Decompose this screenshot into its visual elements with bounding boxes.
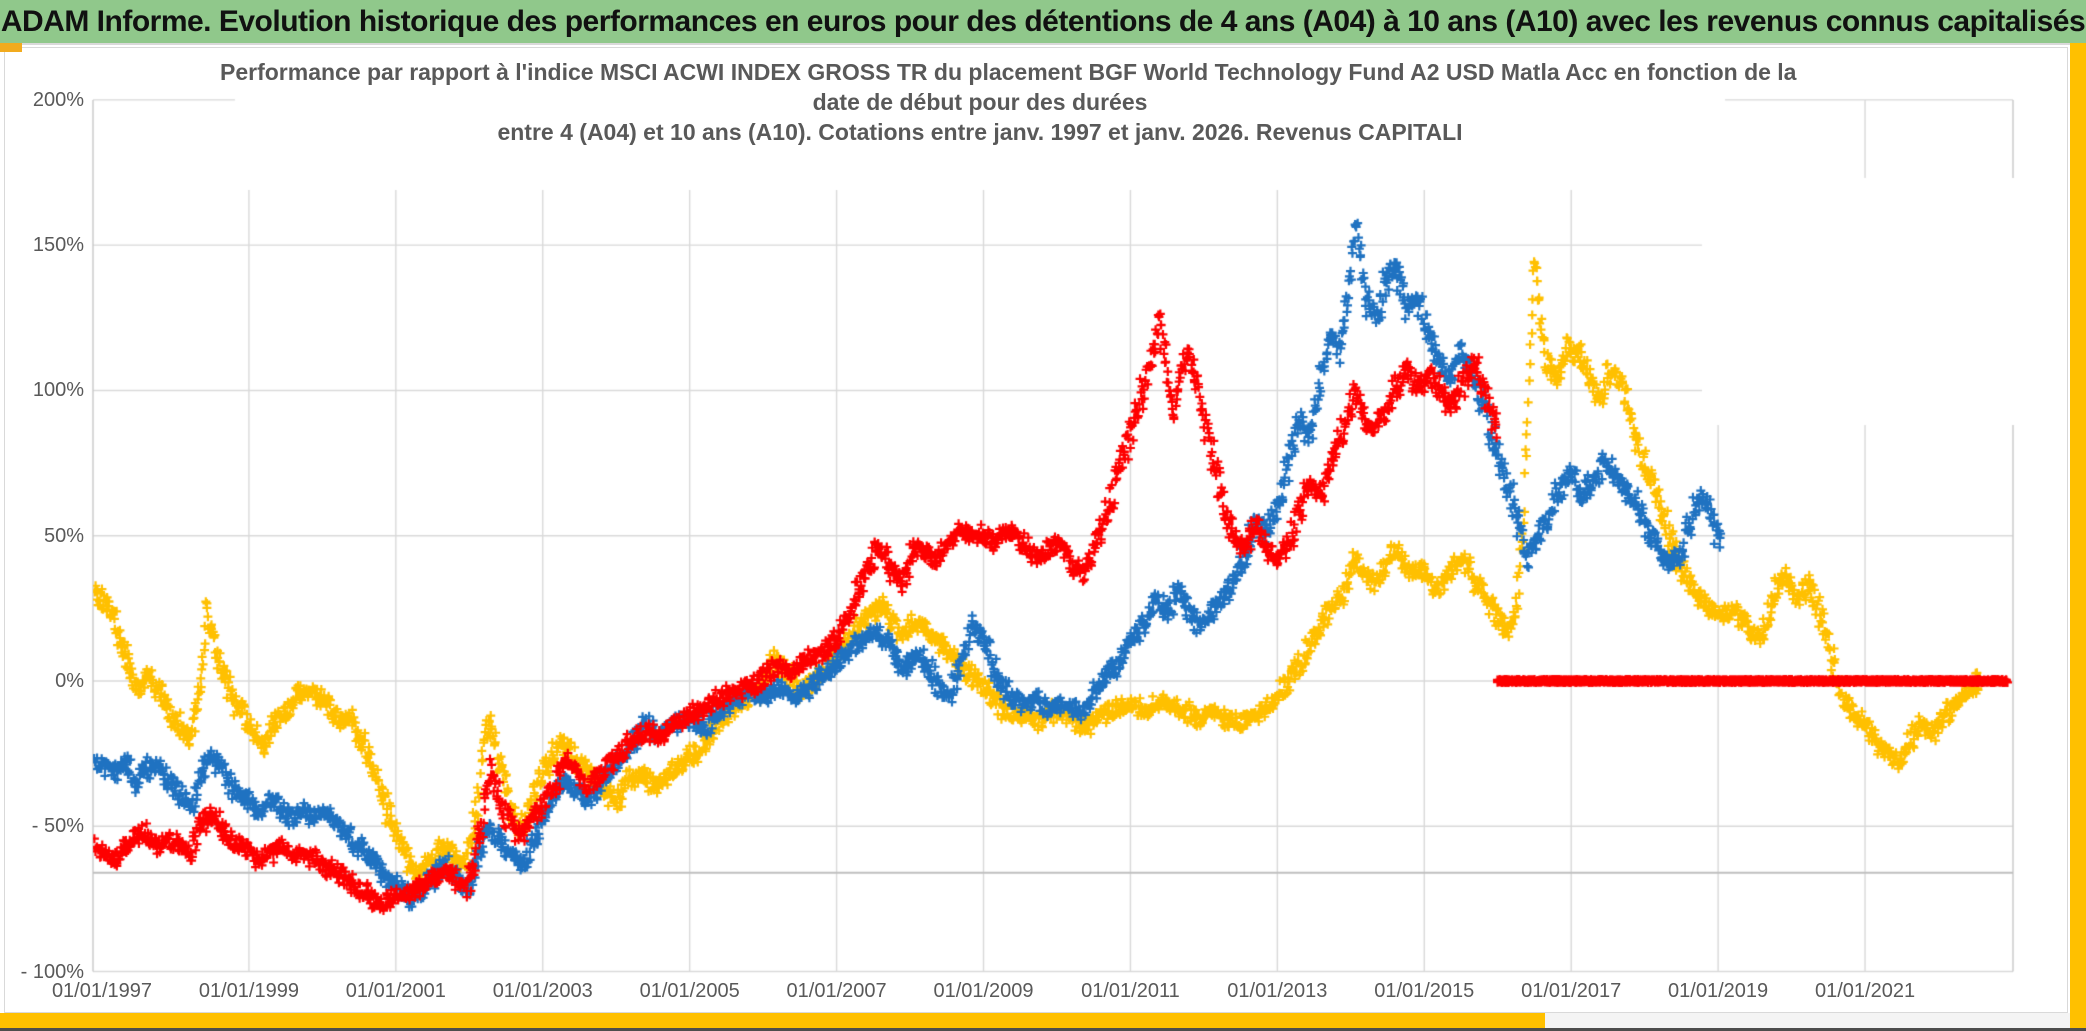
y-axis-tick-label: 0% xyxy=(55,670,84,692)
y-axis-tick-label: 150% xyxy=(32,234,84,257)
chart-title-line-2: date de début pour des durées xyxy=(812,89,1148,115)
x-axis-tick-label: 01/01/2013 xyxy=(1227,980,1328,1002)
chart-title-line-3: entre 4 (A04) et 10 ans (A10). Cotations… xyxy=(497,119,1463,145)
y-axis-tick-label: 50% xyxy=(43,524,84,547)
x-axis-tick-label: 01/01/2005 xyxy=(639,980,740,1002)
y-axis-tick-label: - 100% xyxy=(20,960,84,983)
right-border-strip xyxy=(2070,43,2086,1031)
x-axis-tick-label: 01/01/2015 xyxy=(1374,980,1475,1002)
x-axis-tick-label: 01/01/2021 xyxy=(1814,980,1916,1002)
bottom-edge-line xyxy=(0,1028,2086,1031)
x-axis-tick-label: 01/01/2009 xyxy=(933,980,1034,1002)
corner-tab xyxy=(0,43,22,52)
y-axis-tick-label: 100% xyxy=(32,379,84,402)
x-axis-tick-label: 01/01/1999 xyxy=(198,980,299,1002)
chart-title-line-1: Performance par rapport à l'indice MSCI … xyxy=(220,59,1797,85)
x-axis-tick-label: 01/01/2017 xyxy=(1521,980,1622,1002)
y-axis-tick-label: 200% xyxy=(32,88,84,111)
y-axis-tick-label: - 50% xyxy=(31,815,84,838)
bottom-border-strip-light xyxy=(1545,1013,2070,1028)
bottom-border-strip xyxy=(0,1013,1545,1028)
x-axis-tick-label: 01/01/2011 xyxy=(1081,980,1180,1002)
x-axis-tick-label: 01/01/2001 xyxy=(345,980,446,1002)
x-axis-tick-label: 01/01/2003 xyxy=(492,980,593,1002)
x-axis-tick-label: 01/01/2007 xyxy=(786,980,887,1002)
banner-title: ADAM Informe. Evolution historique des p… xyxy=(0,0,2086,45)
x-axis-tick-label: 01/01/2019 xyxy=(1668,980,1769,1002)
x-axis-tick-label: 01/01/1997 xyxy=(51,980,153,1002)
